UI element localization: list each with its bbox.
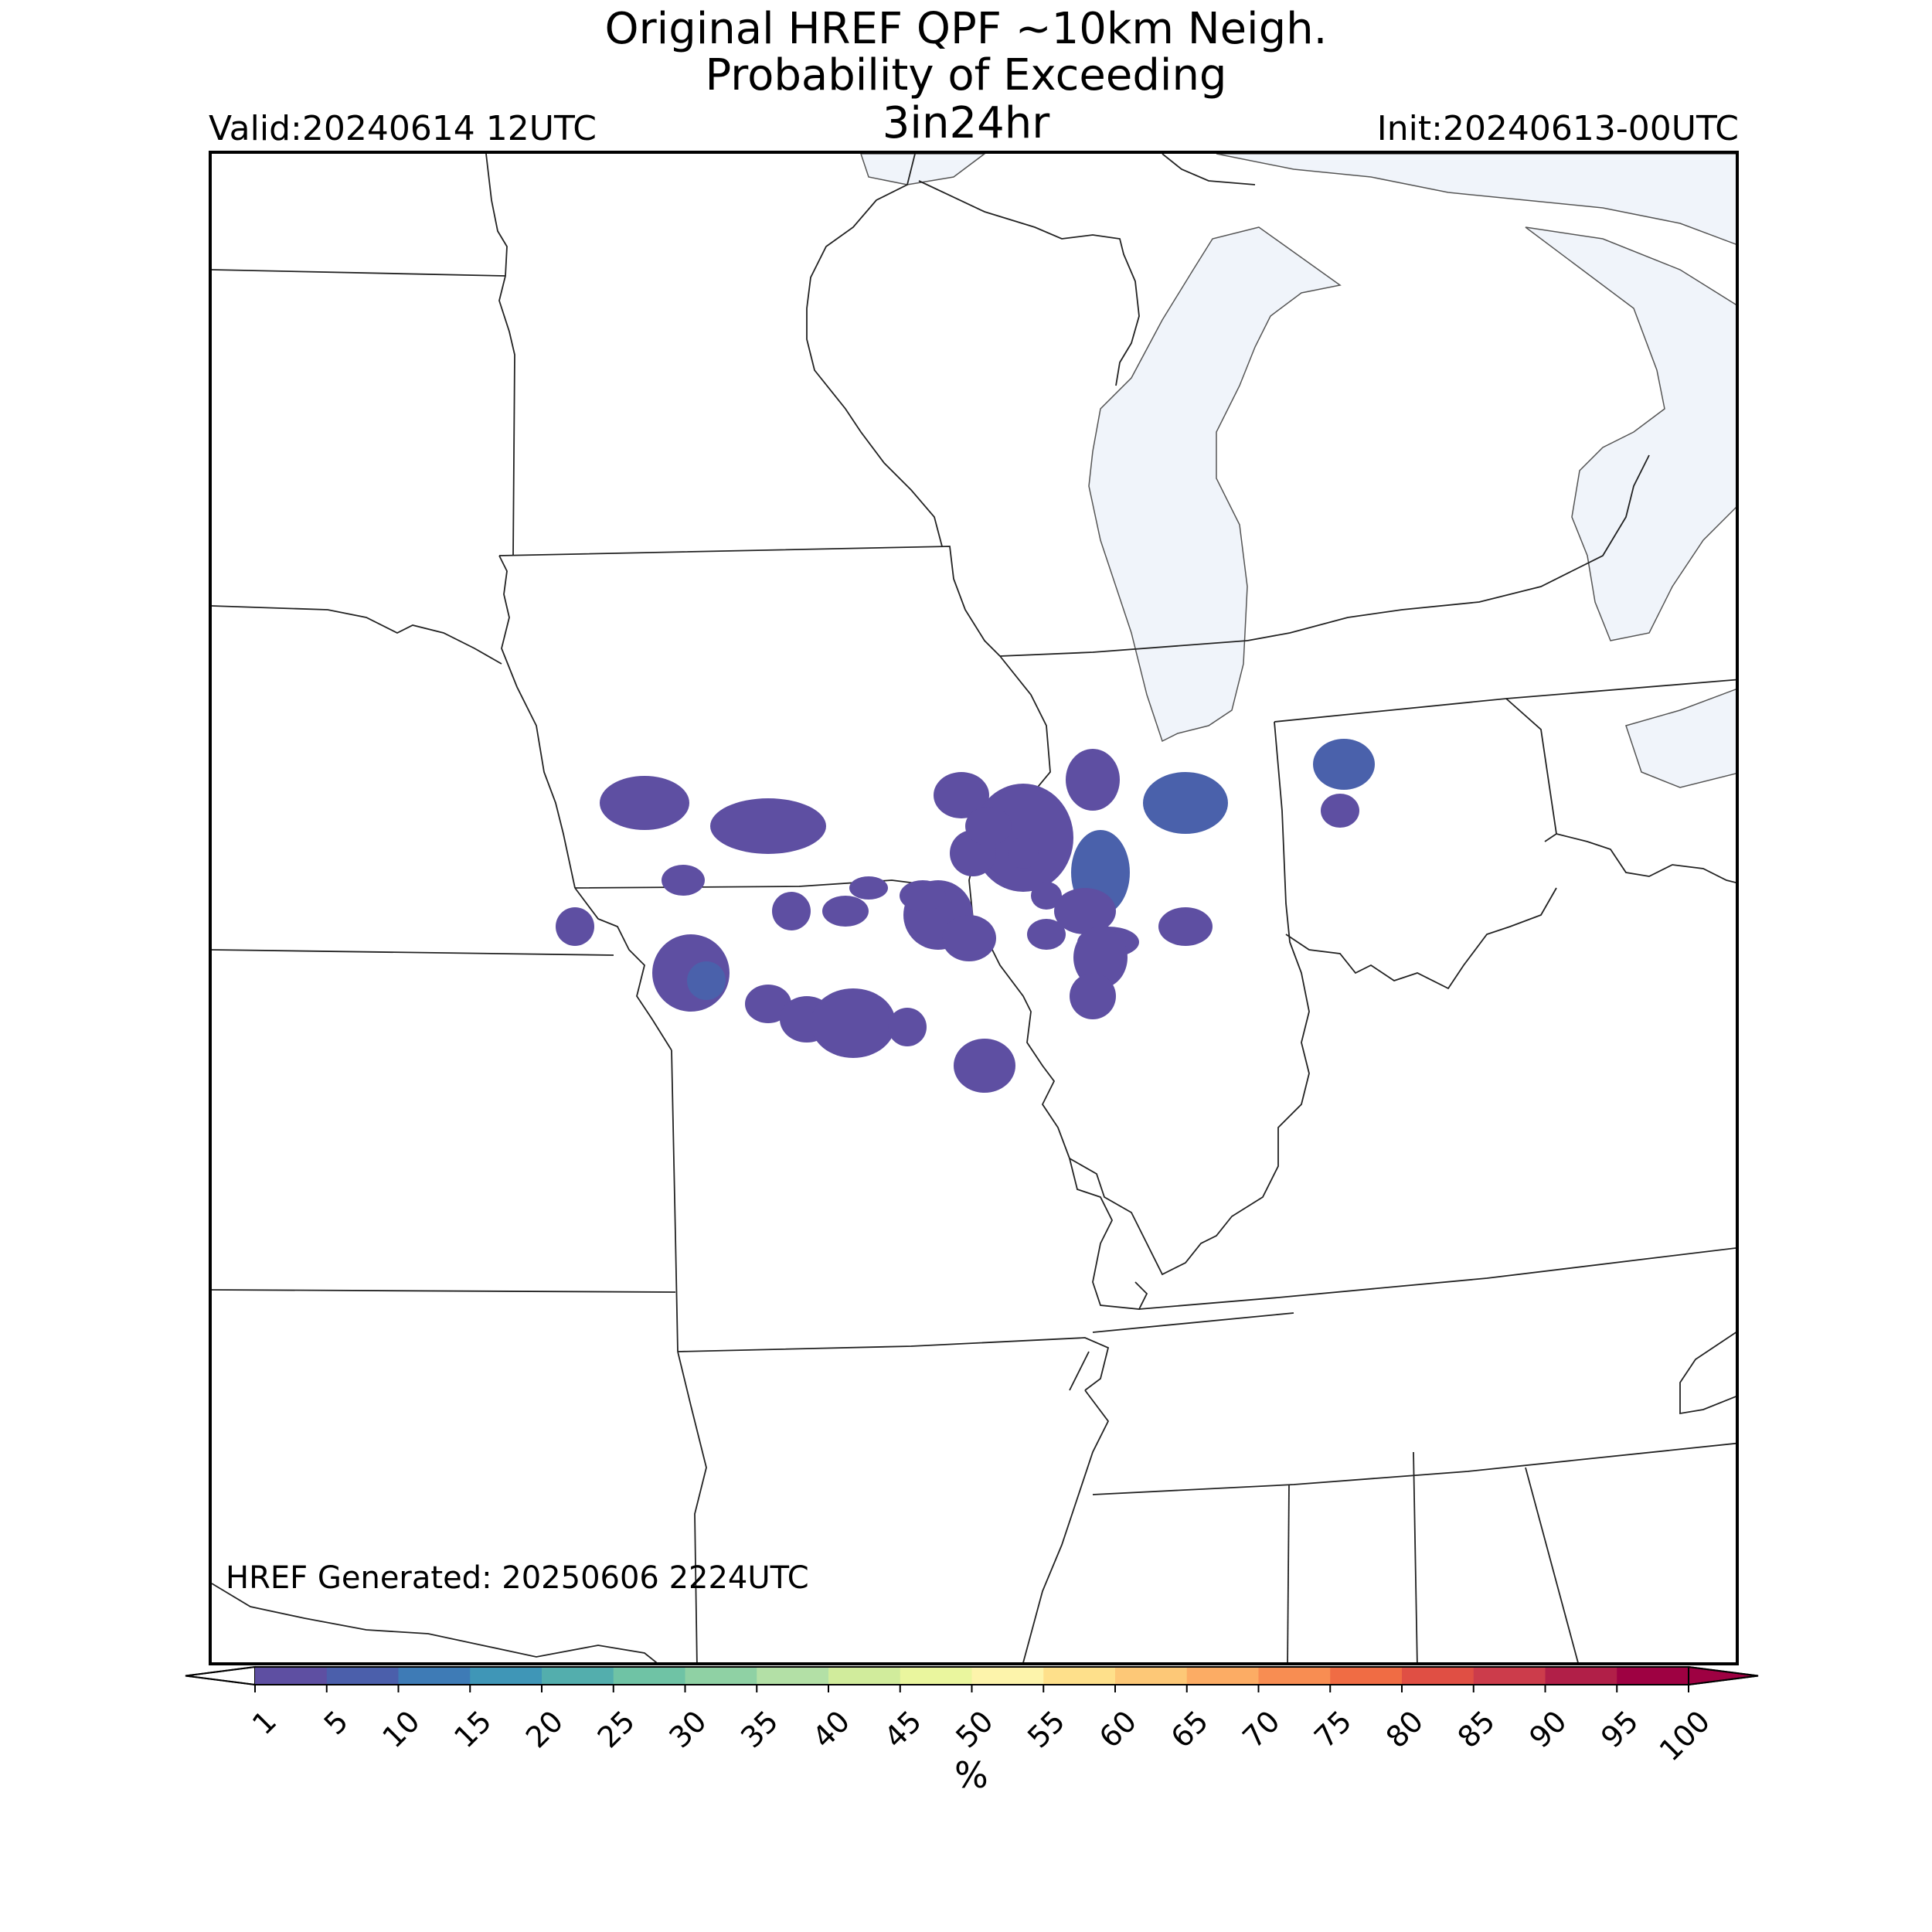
colorbar-tick-label: 100 <box>1653 1704 1716 1767</box>
probability-area <box>900 880 946 911</box>
probability-area <box>954 1039 1015 1093</box>
colorbar-unit-label: % <box>954 1754 988 1796</box>
colorbar-segment <box>1115 1667 1188 1685</box>
colorbar-tick-label: 40 <box>806 1704 856 1754</box>
colorbar-segment <box>900 1667 972 1685</box>
lake-superior-east <box>1216 154 1736 245</box>
title-line-2: Probability of Exceeding <box>705 50 1227 100</box>
probability-area <box>1313 739 1375 790</box>
colorbar-segment <box>613 1667 685 1685</box>
colorbar-segment <box>1258 1667 1331 1685</box>
colorbar-segment <box>1473 1667 1546 1685</box>
colorbar-tick-label: 50 <box>949 1704 999 1754</box>
title-line-1: Original HREF QPF ~10km Neigh. <box>604 4 1328 54</box>
colorbar-over-extension <box>1688 1665 1759 1686</box>
state-borders <box>212 154 1736 1662</box>
probability-area <box>822 896 869 927</box>
colorbar-tick-label: 85 <box>1451 1704 1502 1754</box>
colorbar-tick-label: 55 <box>1021 1704 1071 1754</box>
probability-area <box>942 915 996 961</box>
probability-area <box>1008 838 1039 869</box>
probability-area <box>1031 882 1062 910</box>
title-line-3: 3in24hr <box>882 98 1050 148</box>
colorbar-tick-label: 35 <box>734 1704 784 1754</box>
lake-erie <box>1625 689 1736 788</box>
probability-area <box>1073 927 1128 988</box>
probability-area <box>811 988 896 1058</box>
colorbar-tick-label: 25 <box>591 1704 641 1754</box>
lake-michigan <box>1088 226 1342 743</box>
probability-area <box>934 772 989 818</box>
map-svg <box>212 154 1736 1662</box>
colorbar-tick-label: 60 <box>1093 1704 1143 1754</box>
probability-area <box>1143 772 1228 834</box>
colorbar-tick-label: 20 <box>519 1704 570 1754</box>
colorbar-tick-label: 30 <box>662 1704 713 1754</box>
probability-area <box>1066 749 1120 811</box>
probability-area <box>1027 919 1066 950</box>
colorbar-segment <box>1617 1667 1689 1685</box>
colorbar-tick-label: 45 <box>878 1704 928 1754</box>
map-panel: HREF Generated: 20250606 2224UTC <box>209 151 1739 1665</box>
colorbar-segment <box>685 1667 757 1685</box>
probability-area <box>772 892 811 930</box>
probability-area <box>710 798 826 854</box>
probability-area <box>745 985 791 1023</box>
probability-area <box>965 807 1012 845</box>
lake-huron <box>1525 226 1736 641</box>
colorbar-tick-label: 70 <box>1236 1704 1286 1754</box>
great-lakes <box>860 154 1736 788</box>
lake-superior <box>860 154 986 185</box>
colorbar-segment <box>398 1667 471 1685</box>
probability-area <box>687 961 726 1000</box>
colorbar-segment <box>1186 1667 1259 1685</box>
colorbar-tick-label: 90 <box>1522 1704 1573 1754</box>
probability-area <box>600 776 689 830</box>
colorbar-tick-label: 80 <box>1379 1704 1430 1754</box>
probability-area <box>1321 794 1359 828</box>
colorbar-tick-label: 1 <box>246 1704 283 1741</box>
colorbar-tick-label: 5 <box>318 1704 355 1741</box>
colorbar-tick-label: 95 <box>1594 1704 1645 1754</box>
probability-area <box>1054 888 1116 934</box>
colorbar-under-extension <box>185 1665 256 1686</box>
colorbar-segments <box>185 1665 1759 1686</box>
probability-area <box>556 907 594 946</box>
colorbar-segment <box>1043 1667 1116 1685</box>
colorbar-segment <box>757 1667 829 1685</box>
colorbar-segment <box>1402 1667 1475 1685</box>
probability-area <box>662 865 705 896</box>
valid-time-label: Valid:20240614 12UTC <box>209 109 597 148</box>
probability-area <box>1158 907 1213 946</box>
colorbar-segment <box>971 1667 1044 1685</box>
colorbar-segment <box>828 1667 901 1685</box>
colorbar-segment <box>255 1667 328 1685</box>
colorbar-segment <box>542 1667 614 1685</box>
generated-label: HREF Generated: 20250606 2224UTC <box>226 1560 809 1596</box>
colorbar-tick-label: 10 <box>376 1704 426 1754</box>
colorbar-tick-label: 15 <box>447 1704 498 1754</box>
colorbar-segment <box>470 1667 543 1685</box>
probability-area <box>1070 973 1116 1019</box>
init-time-label: Init:20240613-00UTC <box>1376 109 1739 148</box>
probability-area <box>888 1008 927 1046</box>
colorbar-tick-label: 75 <box>1308 1704 1358 1754</box>
probability-area <box>849 876 888 900</box>
colorbar-tick-label: 65 <box>1165 1704 1215 1754</box>
colorbar-segment <box>1330 1667 1403 1685</box>
colorbar-segment <box>1545 1667 1617 1685</box>
probability-layer <box>556 739 1375 1093</box>
colorbar-segment <box>326 1667 399 1685</box>
